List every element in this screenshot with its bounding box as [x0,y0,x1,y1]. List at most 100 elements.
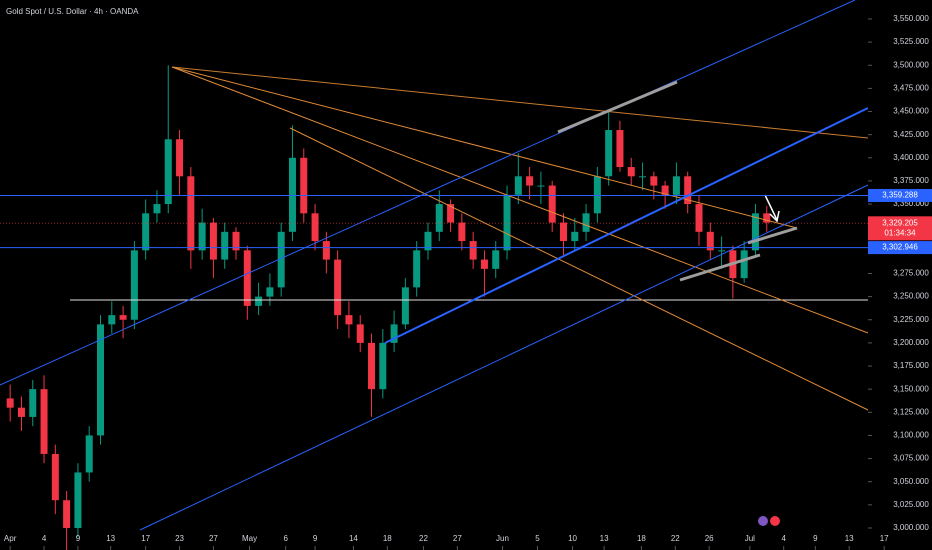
candle-body [650,176,658,186]
x-tick-label: 26 [705,534,714,543]
candle-body [435,204,443,232]
candle-body [255,296,263,306]
price-label: 3,359.288 [882,191,918,200]
candle-body [232,231,240,251]
y-tick-label: 3,100.000 [893,431,929,440]
candle-body [345,315,353,325]
x-tick-label: 27 [209,534,218,543]
candle-body [300,157,308,214]
y-tick-label: 3,550.000 [893,14,929,23]
candle-body [537,185,545,187]
y-tick-label: 3,475.000 [893,83,929,92]
candle-body [469,241,477,260]
candle-body [672,176,680,195]
candle-body [243,250,251,306]
x-tick-label: 10 [568,534,577,543]
y-tick-label: 3,125.000 [893,407,929,416]
x-tick-label: 4 [781,534,786,543]
highlight-segment [557,80,678,134]
y-tick-label: 3,075.000 [893,454,929,463]
candle-body [277,231,285,288]
candle-body [97,324,105,436]
candle-body [311,213,319,242]
y-tick-label: 3,375.000 [893,176,929,185]
candle-body [108,315,116,325]
candle-body [334,259,342,316]
candle-body [40,389,48,454]
countdown: 01:34:34 [884,228,916,237]
channel-line [384,107,869,344]
x-tick-label: 9 [813,534,818,543]
x-tick-label: 18 [383,534,392,543]
event-icon[interactable] [758,516,768,526]
y-tick-label: 3,400.000 [893,153,929,162]
y-tick-label: 3,150.000 [893,384,929,393]
x-tick-label: 13 [600,534,609,543]
axes: 3,000.000 3,025.000 3,050.000 3,075.000 3,10… [4,14,932,550]
x-tick-label: 5 [535,534,540,543]
y-tick-label: 3,025.000 [893,500,929,509]
trend-line [289,127,869,411]
candle-body [706,231,714,251]
candle-body [153,204,161,214]
candle-body [639,176,647,178]
candle-body [514,176,522,195]
candle-body [187,176,195,251]
candle-body [51,453,59,501]
candle-body [198,222,206,251]
candle-body [176,139,184,177]
candle-body [288,157,296,232]
last-price-label: 3,329.205 [882,218,918,227]
candle-body [356,324,364,343]
x-tick-label: 22 [419,534,428,543]
price-label-box [868,241,932,255]
candle-body [390,324,398,343]
event-icon[interactable] [770,516,780,526]
candle-body [413,250,421,288]
arrow-head [769,210,780,223]
price-axis [868,0,932,550]
y-tick-label: 3,000.000 [893,523,929,532]
highlight-segment [679,253,761,282]
y-tick-label: 3,500.000 [893,60,929,69]
trend-line [171,66,869,334]
x-tick-label: Jul [745,534,755,543]
candle-body [424,231,432,251]
candle-body [740,250,748,279]
x-tick-label: Jun [496,534,509,543]
candle-body [695,204,703,232]
drawings [0,0,869,531]
y-tick-label: 3,275.000 [893,269,929,278]
trend-line [171,66,869,139]
y-tick-label: 3,450.000 [893,107,929,116]
price-label-box [868,188,932,202]
candle-body [751,213,759,251]
candle-body [401,287,409,325]
candles [6,65,771,550]
candle-body [661,185,669,195]
candle-body [582,213,590,232]
x-tick-label: 27 [453,534,462,543]
candle-body [63,500,71,528]
candle-body [379,342,387,390]
channel-line [139,184,869,531]
candle-body [142,213,150,251]
x-tick-label: 13 [845,534,854,543]
candle-body [571,231,579,242]
candle-body [526,176,534,186]
candle-body [74,472,82,528]
arrow [764,194,778,221]
x-tick-label: 18 [637,534,646,543]
candle-body [85,435,93,473]
x-tick-label: May [242,534,257,543]
candle-body [503,194,511,251]
chart-title: Gold Spot / U.S. Dollar · 4h · OANDA [6,7,139,16]
x-tick-label: 13 [106,534,115,543]
y-tick-label: 3,525.000 [893,37,929,46]
x-tick-label: 9 [313,534,318,543]
candle-body [480,259,488,269]
candle-body [763,213,771,223]
y-tick-label: 3,175.000 [893,361,929,370]
candle-body [605,130,613,177]
